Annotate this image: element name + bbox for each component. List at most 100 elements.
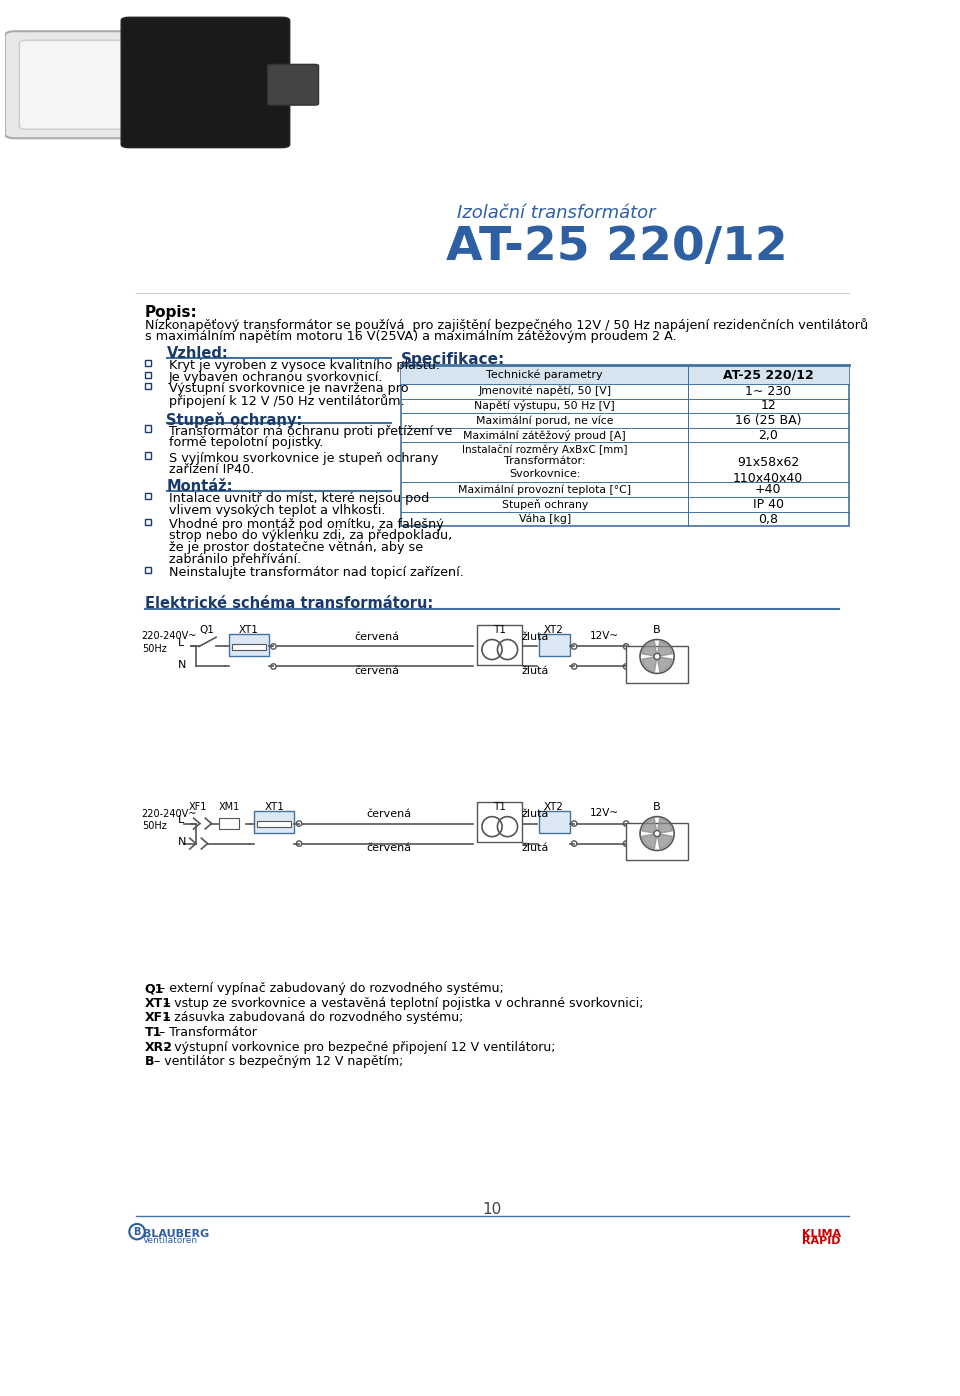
Text: – Transformátor: – Transformátor (155, 1026, 256, 1039)
Text: Maximální porud, ne více: Maximální porud, ne více (476, 415, 613, 426)
Text: +40: +40 (755, 483, 781, 496)
FancyBboxPatch shape (122, 18, 289, 148)
Text: žlutá: žlutá (521, 666, 549, 676)
Bar (539, 811, 569, 833)
Bar (145, 426, 151, 431)
Text: T1: T1 (493, 801, 506, 811)
Bar (539, 634, 569, 656)
Bar (231, 644, 266, 651)
Circle shape (654, 831, 660, 836)
Text: zařízení IP40.: zařízení IP40. (169, 463, 254, 476)
Bar (626, 646, 688, 683)
Text: Napětí výstupu, 50 Hz [V]: Napětí výstupu, 50 Hz [V] (474, 401, 615, 412)
Text: B: B (653, 624, 660, 635)
Text: červená: červená (367, 810, 412, 819)
Text: připojení k 12 V /50 Hz ventilátorům.: připojení k 12 V /50 Hz ventilátorům. (169, 394, 404, 408)
Text: Jmenovité napětí, 50 [V]: Jmenovité napětí, 50 [V] (478, 385, 612, 396)
Text: XM1: XM1 (219, 801, 240, 811)
Text: žlutá: žlutá (521, 843, 549, 853)
Text: 1~ 230: 1~ 230 (745, 385, 791, 398)
Text: Intalace uvnitř do míst, které nejsou pod: Intalace uvnitř do míst, které nejsou po… (169, 493, 429, 505)
Bar (145, 371, 151, 378)
Text: BLAUBERG: BLAUBERG (143, 1228, 209, 1238)
Text: Vzhled:: Vzhled: (166, 346, 228, 362)
Circle shape (623, 644, 629, 649)
Bar (145, 452, 151, 458)
Text: Montáž:: Montáž: (166, 479, 233, 494)
Text: XT1: XT1 (145, 997, 172, 1009)
Circle shape (271, 663, 276, 669)
Text: 2,0: 2,0 (758, 429, 779, 441)
Text: XT2: XT2 (544, 624, 564, 635)
Circle shape (623, 840, 629, 846)
Text: žlutá: žlutá (521, 632, 549, 642)
Polygon shape (658, 641, 672, 656)
Text: Izolační transformátor: Izolační transformátor (457, 204, 656, 222)
Text: XR2: XR2 (145, 1040, 173, 1054)
Circle shape (571, 663, 577, 669)
FancyBboxPatch shape (268, 64, 319, 105)
Circle shape (297, 840, 301, 846)
Text: N: N (179, 660, 186, 670)
Bar (145, 519, 151, 525)
Text: s maximálním napětím motoru 16 V(25VA) a maximálním zátěžovým proudem 2 A.: s maximálním napětím motoru 16 V(25VA) a… (145, 329, 677, 343)
Polygon shape (642, 818, 657, 833)
Polygon shape (642, 833, 657, 849)
Bar (145, 567, 151, 574)
Text: Maximální zátěžový proud [A]: Maximální zátěžový proud [A] (464, 430, 626, 441)
Text: B: B (653, 801, 660, 811)
Polygon shape (658, 833, 672, 849)
Text: Specifikace:: Specifikace: (401, 352, 506, 367)
Text: Nízkonapěťový transformátor se používá  pro zajištění bezpečného 12V / 50 Hz nap: Nízkonapěťový transformátor se používá p… (145, 318, 868, 332)
Text: L: L (179, 815, 184, 825)
Text: Vhodné pro montáž pod omítku, za falešný: Vhodné pro montáž pod omítku, za falešný (169, 518, 444, 530)
Bar (145, 383, 151, 389)
Bar (477, 625, 522, 664)
Bar (626, 822, 688, 860)
Text: vlivem vysokých teplot a vlhkosti.: vlivem vysokých teplot a vlhkosti. (169, 504, 385, 517)
Text: Transformátor:
Svorkovnice:: Transformátor: Svorkovnice: (504, 455, 586, 479)
Text: 91x58x62
110x40x40: 91x58x62 110x40x40 (733, 455, 804, 486)
Text: KLIMA: KLIMA (802, 1228, 841, 1238)
Text: Q1: Q1 (145, 983, 164, 995)
Text: 12: 12 (760, 399, 777, 412)
Text: formě tepolotní pojistky.: formě tepolotní pojistky. (169, 436, 324, 450)
Text: červená: červená (354, 632, 399, 642)
Text: Transformátor má ochranu proti přetížení ve: Transformátor má ochranu proti přetížení… (169, 424, 452, 438)
Circle shape (130, 1224, 145, 1240)
Text: N: N (179, 838, 186, 847)
Text: – ventilátor s bezpečným 12 V napětím;: – ventilátor s bezpečným 12 V napětím; (150, 1055, 403, 1068)
Text: 16 (25 BA): 16 (25 BA) (735, 415, 802, 427)
Circle shape (571, 821, 577, 826)
Text: Instalační rozměry AxBxC [mm]: Instalační rozměry AxBxC [mm] (462, 445, 628, 455)
Text: – zásuvka zabudovaná do rozvodného systému;: – zásuvka zabudovaná do rozvodného systé… (160, 1012, 464, 1025)
Text: – vstup ze svorkovnice a vestavěná teplotní pojistka v ochranné svorkovnici;: – vstup ze svorkovnice a vestavěná teplo… (160, 997, 643, 1009)
Text: 12V~: 12V~ (589, 631, 619, 641)
Text: S vyjímkou svorkovnice je stupeň ochrany: S vyjímkou svorkovnice je stupeň ochrany (169, 452, 438, 465)
Text: 220-240V~
50Hz: 220-240V~ 50Hz (142, 631, 197, 653)
Text: Elektrické schéma transformátoru:: Elektrické schéma transformátoru: (145, 596, 433, 611)
Text: XT2: XT2 (544, 801, 564, 811)
Polygon shape (642, 641, 657, 656)
Circle shape (297, 821, 301, 826)
Text: Stupeň ochrany:: Stupeň ochrany: (166, 412, 302, 427)
Text: XT1: XT1 (264, 801, 284, 811)
Text: RAPID: RAPID (803, 1237, 841, 1247)
Circle shape (571, 644, 577, 649)
Bar (477, 801, 522, 842)
Text: T1: T1 (145, 1026, 162, 1039)
Text: Stupeň ochrany: Stupeň ochrany (501, 498, 588, 510)
Text: XF1: XF1 (145, 1012, 172, 1025)
Bar (219, 818, 239, 829)
Text: Popis:: Popis: (145, 304, 198, 320)
Text: 12V~: 12V~ (589, 808, 619, 818)
Text: Je vybaven ochranou svorkovnicí.: Je vybaven ochranou svorkovnicí. (169, 371, 383, 384)
Bar (145, 493, 151, 500)
Text: – externí vypínač zabudovaný do rozvodného systému;: – externí vypínač zabudovaný do rozvodné… (155, 983, 504, 995)
Text: IP 40: IP 40 (753, 498, 783, 511)
FancyBboxPatch shape (5, 31, 147, 138)
Bar (401, 366, 849, 384)
Bar (254, 811, 295, 833)
Circle shape (271, 644, 276, 649)
Text: zabránilo přehřívání.: zabránilo přehřívání. (169, 553, 301, 565)
